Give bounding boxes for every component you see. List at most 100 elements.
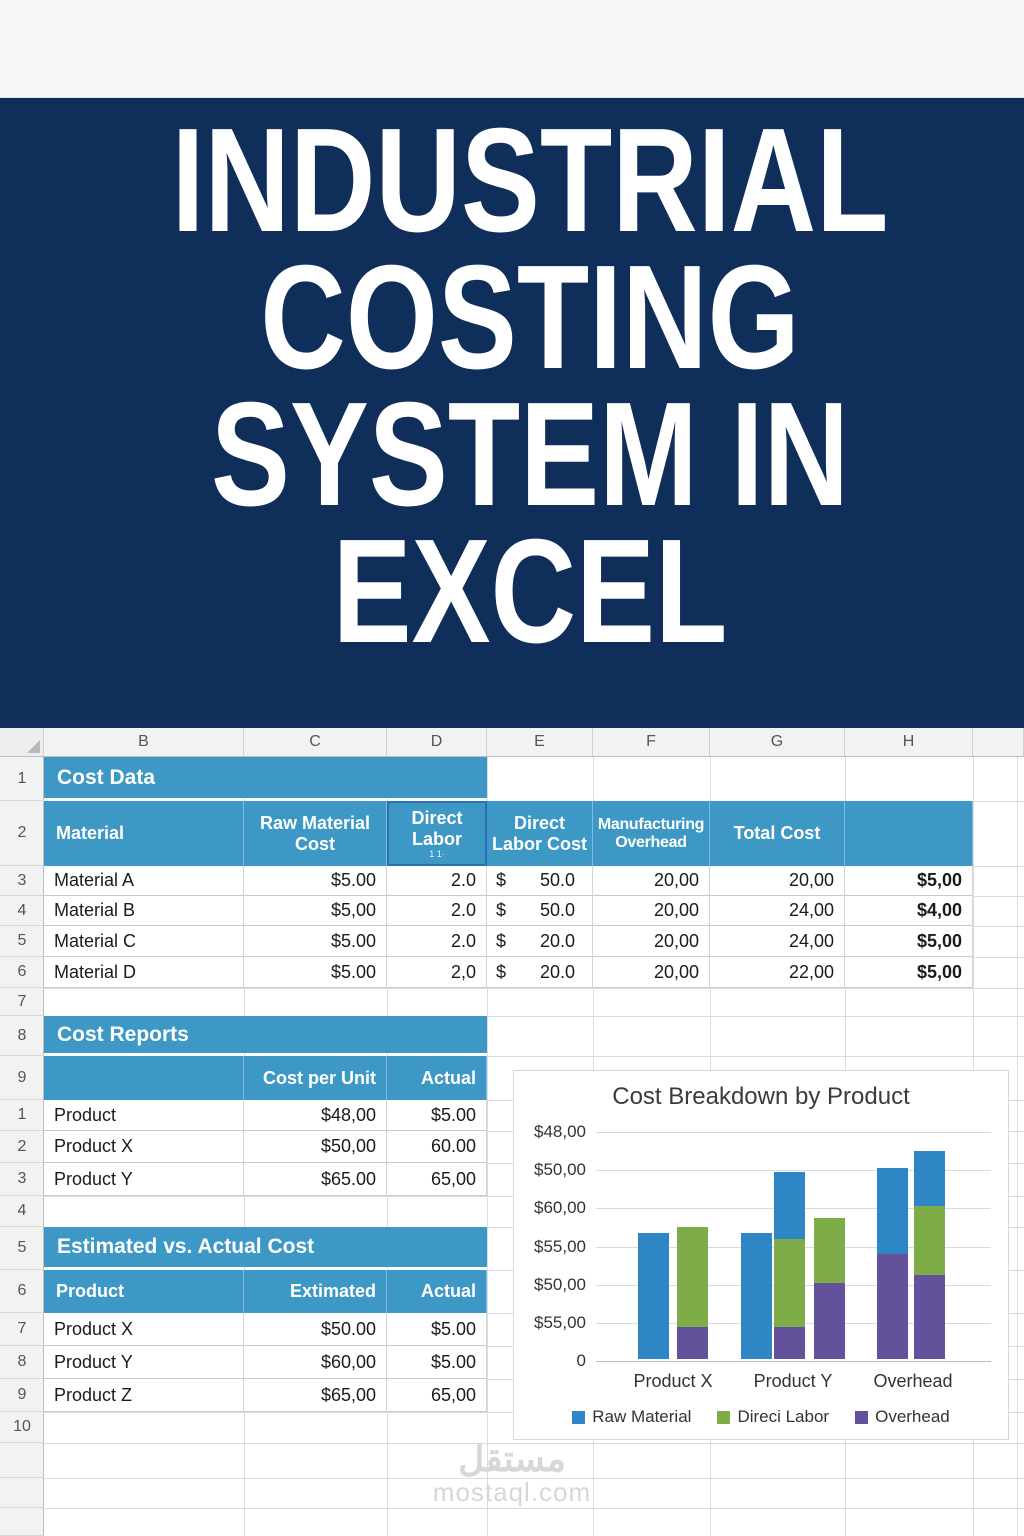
row-header[interactable] bbox=[0, 1478, 44, 1508]
column-header-blank[interactable] bbox=[973, 728, 1024, 756]
column-header-H[interactable]: H bbox=[845, 728, 973, 756]
cell-product[interactable]: Product X bbox=[44, 1313, 244, 1346]
header-estimated[interactable]: Extimated bbox=[244, 1270, 387, 1313]
cell-direct-labor[interactable]: 2.0 bbox=[387, 926, 487, 957]
cell-labor-cost[interactable]: $20.0 bbox=[487, 926, 593, 957]
chart-bar-segment-overhead bbox=[814, 1282, 845, 1359]
header-direct-labor-cost[interactable]: Direct Labor Cost bbox=[487, 801, 593, 866]
cell-estimated[interactable]: $50.00 bbox=[244, 1313, 387, 1346]
cell-material[interactable]: Material D bbox=[44, 957, 244, 988]
header-total-cost[interactable]: Total Cost bbox=[710, 801, 845, 866]
row-header[interactable]: 10 bbox=[0, 1412, 44, 1443]
cell-raw-cost[interactable]: $5.00 bbox=[244, 926, 387, 957]
cell-overhead[interactable]: 20,00 bbox=[593, 957, 710, 988]
row-header[interactable]: 2 bbox=[0, 1131, 44, 1163]
cell-direct-labor[interactable]: 2,0 bbox=[387, 957, 487, 988]
header-blank-h[interactable] bbox=[845, 801, 973, 866]
row-header[interactable]: 7 bbox=[0, 988, 44, 1016]
cell-total[interactable]: 20,00 bbox=[710, 866, 845, 896]
column-headers: B C D E F G H bbox=[0, 728, 1024, 757]
cell-total-h[interactable]: $5,00 bbox=[845, 866, 973, 896]
row-header[interactable]: 5 bbox=[0, 926, 44, 957]
cell-overhead[interactable]: 20,00 bbox=[593, 896, 710, 926]
row-header[interactable] bbox=[0, 1443, 44, 1478]
cell-direct-labor[interactable]: 2.0 bbox=[387, 866, 487, 896]
cell-labor-cost[interactable]: $50.0 bbox=[487, 866, 593, 896]
cell-total-h[interactable]: $5,00 bbox=[845, 926, 973, 957]
cell-labor-cost[interactable]: $20.0 bbox=[487, 957, 593, 988]
cell-cost-per-unit[interactable]: $65.00 bbox=[244, 1163, 387, 1196]
row-header[interactable]: 4 bbox=[0, 1196, 44, 1227]
chart-bar-segment-overhead bbox=[914, 1275, 945, 1359]
cost-reports-title[interactable]: Cost Reports bbox=[44, 1016, 487, 1053]
cell-actual[interactable]: $5.00 bbox=[387, 1346, 487, 1379]
cell-actual[interactable]: 65,00 bbox=[387, 1163, 487, 1196]
cell-actual[interactable]: $5.00 bbox=[387, 1100, 487, 1131]
cell-cost-per-unit[interactable]: $50,00 bbox=[244, 1131, 387, 1163]
column-header-C[interactable]: C bbox=[244, 728, 387, 756]
cell-actual[interactable]: 60.00 bbox=[387, 1131, 487, 1163]
row-header[interactable]: 2 bbox=[0, 801, 44, 866]
cell-material[interactable]: Material B bbox=[44, 896, 244, 926]
column-header-F[interactable]: F bbox=[593, 728, 710, 756]
cell-actual[interactable]: $5.00 bbox=[387, 1313, 487, 1346]
cell-actual[interactable]: 65,00 bbox=[387, 1379, 487, 1412]
row-header[interactable]: 6 bbox=[0, 1270, 44, 1313]
header-manufacturing-overhead[interactable]: Manufacturing Overhead bbox=[593, 801, 710, 866]
cell-direct-labor[interactable]: 2.0 bbox=[387, 896, 487, 926]
row-header[interactable]: 8 bbox=[0, 1016, 44, 1056]
column-header-E[interactable]: E bbox=[487, 728, 593, 756]
row-header[interactable]: 3 bbox=[0, 866, 44, 896]
header-direct-labor[interactable]: Direct Labor 1 1· bbox=[387, 801, 487, 866]
cell-labor-cost[interactable]: $50.0 bbox=[487, 896, 593, 926]
cell-raw-cost[interactable]: $5,00 bbox=[244, 896, 387, 926]
cell-product[interactable]: Product X bbox=[44, 1131, 244, 1163]
header-actual[interactable]: Actual bbox=[387, 1270, 487, 1313]
header-actual[interactable]: Actual bbox=[387, 1056, 487, 1100]
row-header[interactable]: 3 bbox=[0, 1163, 44, 1196]
row-header[interactable] bbox=[0, 1508, 44, 1536]
cell-overhead[interactable]: 20,00 bbox=[593, 926, 710, 957]
row-header[interactable]: 1 bbox=[0, 757, 44, 801]
header-blank[interactable] bbox=[44, 1056, 244, 1100]
row-header[interactable]: 6 bbox=[0, 957, 44, 988]
cell-product[interactable]: Product Z bbox=[44, 1379, 244, 1412]
cell-raw-cost[interactable]: $5.00 bbox=[244, 957, 387, 988]
cell-total[interactable]: 22,00 bbox=[710, 957, 845, 988]
cell-raw-cost[interactable]: $5.00 bbox=[244, 866, 387, 896]
column-header-D[interactable]: D bbox=[387, 728, 487, 756]
cell-total[interactable]: 24,00 bbox=[710, 896, 845, 926]
row-header[interactable]: 7 bbox=[0, 1313, 44, 1346]
chart-bar-segment-direci-labor bbox=[774, 1238, 805, 1327]
cell-product[interactable]: Product Y bbox=[44, 1163, 244, 1196]
cell-total[interactable]: 24,00 bbox=[710, 926, 845, 957]
cell-estimated[interactable]: $65,00 bbox=[244, 1379, 387, 1412]
row-header[interactable]: 8 bbox=[0, 1346, 44, 1379]
cell-overhead[interactable]: 20,00 bbox=[593, 866, 710, 896]
cell-material[interactable]: Material A bbox=[44, 866, 244, 896]
select-all-corner[interactable] bbox=[0, 728, 44, 756]
cost-breakdown-chart[interactable]: Cost Breakdown by Product Raw Material Di… bbox=[513, 1070, 1009, 1440]
column-header-B[interactable]: B bbox=[44, 728, 244, 756]
cell-material[interactable]: Material C bbox=[44, 926, 244, 957]
cell-total-h[interactable]: $4,00 bbox=[845, 896, 973, 926]
cell-estimated[interactable]: $60,00 bbox=[244, 1346, 387, 1379]
chart-bar-segment-overhead bbox=[877, 1254, 908, 1359]
row-header[interactable]: 9 bbox=[0, 1056, 44, 1100]
cell-product[interactable]: Product bbox=[44, 1100, 244, 1131]
row-header[interactable]: 1 bbox=[0, 1100, 44, 1131]
header-material[interactable]: Material bbox=[44, 801, 244, 866]
header-product[interactable]: Product bbox=[44, 1270, 244, 1313]
cell-total-h[interactable]: $5,00 bbox=[845, 957, 973, 988]
cell-cost-per-unit[interactable]: $48,00 bbox=[244, 1100, 387, 1131]
gridline bbox=[44, 1016, 1024, 1017]
cell-product[interactable]: Product Y bbox=[44, 1346, 244, 1379]
header-raw-material-cost[interactable]: Raw Material Cost bbox=[244, 801, 387, 866]
est-vs-actual-title[interactable]: Estimated vs. Actual Cost bbox=[44, 1227, 487, 1267]
row-header[interactable]: 9 bbox=[0, 1379, 44, 1412]
row-header[interactable]: 4 bbox=[0, 896, 44, 926]
column-header-G[interactable]: G bbox=[710, 728, 845, 756]
cost-data-title[interactable]: Cost Data bbox=[44, 757, 487, 798]
header-cost-per-unit[interactable]: Cost per Unit bbox=[244, 1056, 387, 1100]
row-header[interactable]: 5 bbox=[0, 1227, 44, 1270]
